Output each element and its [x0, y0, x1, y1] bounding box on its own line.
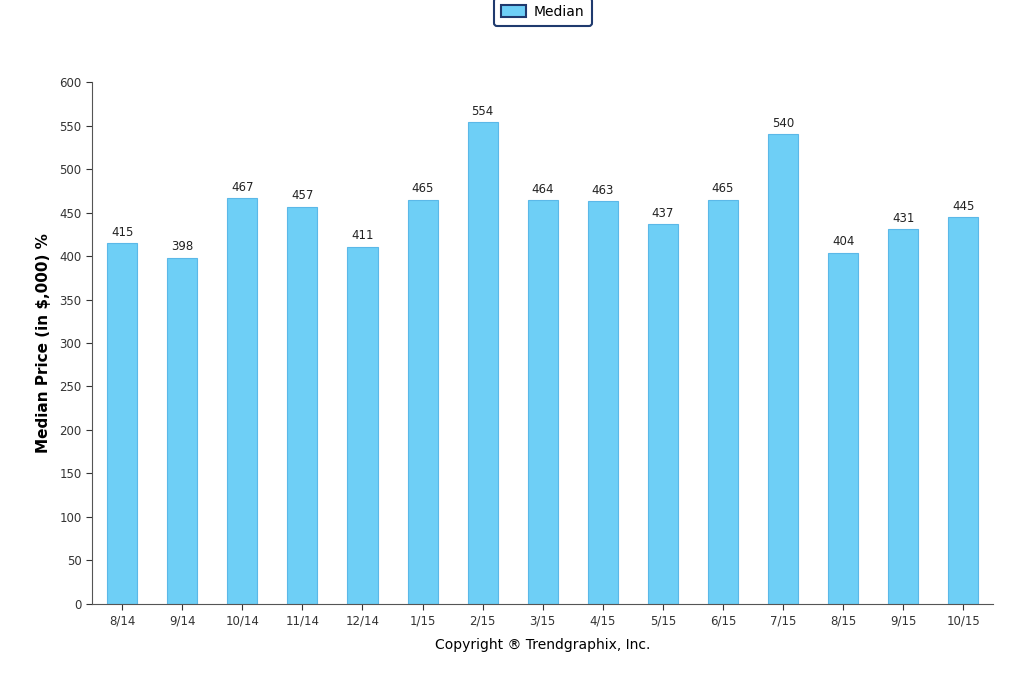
Text: 411: 411 — [351, 229, 374, 242]
Bar — [708, 200, 738, 604]
Bar — [408, 200, 437, 604]
Legend: Median: Median — [494, 0, 592, 26]
Bar — [227, 198, 257, 604]
Y-axis label: Median Price (in $,000) %: Median Price (in $,000) % — [36, 233, 51, 453]
Text: 398: 398 — [171, 241, 194, 254]
Text: 445: 445 — [952, 200, 975, 213]
Bar — [828, 252, 858, 604]
Text: 463: 463 — [592, 184, 614, 197]
Text: 465: 465 — [712, 182, 734, 196]
Text: 431: 431 — [892, 212, 914, 225]
Text: 464: 464 — [531, 183, 554, 196]
Bar — [588, 202, 617, 604]
Text: 465: 465 — [412, 182, 434, 196]
Text: 554: 554 — [471, 105, 494, 118]
X-axis label: Copyright ® Trendgraphix, Inc.: Copyright ® Trendgraphix, Inc. — [435, 638, 650, 652]
Bar — [108, 243, 137, 604]
Bar — [768, 134, 798, 604]
Text: 540: 540 — [772, 117, 795, 130]
Bar — [288, 206, 317, 604]
Bar — [468, 122, 498, 604]
Bar — [347, 246, 378, 604]
Bar — [648, 224, 678, 604]
Text: 415: 415 — [111, 226, 133, 239]
Text: 467: 467 — [231, 180, 254, 193]
Bar — [888, 229, 919, 604]
Text: 404: 404 — [831, 235, 854, 248]
Text: 457: 457 — [291, 189, 313, 202]
Bar — [527, 200, 558, 604]
Bar — [167, 258, 198, 604]
Text: 437: 437 — [651, 206, 674, 220]
Bar — [948, 217, 978, 604]
